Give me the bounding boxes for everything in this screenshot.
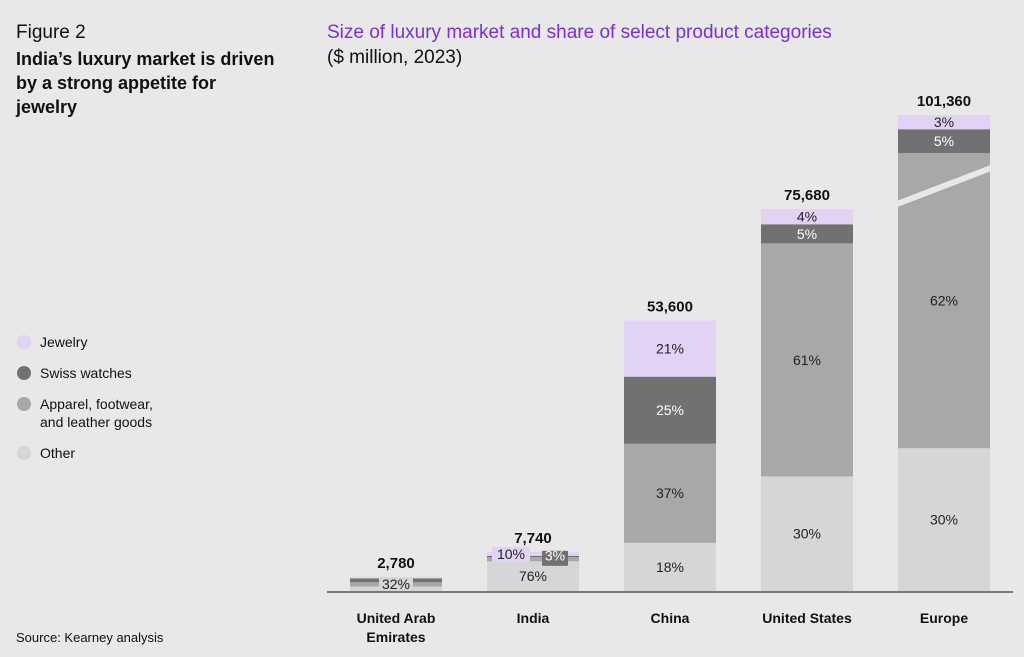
legend-item-apparel: Apparel, footwear, and leather goods [17,395,180,431]
segment-label-india-jewelry: 10% [497,546,525,562]
figure-title: India’s luxury market is driven by a str… [16,49,275,117]
segment-label-europe-apparel: 62% [930,293,958,309]
total-label-europe: 101,360 [917,93,971,110]
segment-label-united-states-apparel: 61% [793,352,821,368]
legend-label-apparel: Apparel, footwear, and leather goods [40,396,153,430]
bar-segment-china-swiss-watches [624,376,716,444]
category-label-europe: Europe [920,610,968,626]
segment-label-india-swiss-watches: 3% [545,547,565,563]
category-label-united-states: United States [762,610,852,626]
chart-title: Size of luxury market and share of selec… [327,22,832,43]
segment-label-united-states-other: 30% [793,526,821,542]
segment-label-india-other: 76% [519,568,547,584]
segment-label-bg-india-jewelry [492,546,530,562]
bar-segment-india-other [487,561,579,591]
segment-label-china-other: 18% [656,559,684,575]
bar-segment-china-apparel [624,443,716,543]
bar-segment-united-states-apparel [761,243,853,477]
segment-label-united-states-jewelry: 4% [797,209,817,225]
bar-segment-india-jewelry [487,551,579,556]
legend-item-jewelry: Jewelry [17,333,180,351]
legend-item-other: Other [17,444,180,462]
source-note: Source: Kearney analysis [16,630,164,645]
bar-segment-europe-other [898,448,990,591]
segment-label-europe-jewelry: 3% [934,114,954,130]
category-label-united-arab-emirates: United Arab [357,610,436,626]
legend-label-other: Other [40,445,76,461]
total-label-united-states: 75,680 [784,187,830,204]
bar-segment-united-states-swiss-watches [761,224,853,244]
segment-label-bg-india-swiss-watches [542,550,568,566]
bar-segment-india-apparel [487,557,579,562]
bar-segment-united-states-jewelry [761,209,853,225]
axis-break-europe [895,165,993,207]
legend-item-swiss-watches: Swiss watches [17,364,180,382]
legend-swatch-jewelry [17,335,31,349]
bar-segment-europe-jewelry [898,115,990,130]
bar-segment-europe-apparel [898,153,990,449]
segment-label-bg-uae-other [379,577,413,591]
bar-segment-europe-swiss-watches [898,129,990,154]
segment-label-europe-swiss-watches: 5% [934,133,954,149]
total-label-united-arab-emirates: 2,780 [377,555,415,572]
category-label-united-arab-emirates-line2: Emirates [366,629,425,645]
legend-label-swiss-watches: Swiss watches [40,365,132,381]
figure-label: Figure 2 [16,22,86,43]
category-label-china: China [651,610,690,626]
legend-label-jewelry: Jewelry [40,334,88,350]
legend: Jewelry Swiss watches Apparel, footwear,… [17,333,180,475]
segment-label-united-arab-emirates-other: 32% [382,576,410,592]
chart-subtitle: ($ million, 2023) [327,47,463,68]
total-label-china: 53,600 [647,298,693,315]
segment-label-china-apparel: 37% [656,485,684,501]
segment-label-europe-other: 30% [930,512,958,528]
legend-swatch-swiss-watches [17,366,31,380]
segment-label-china-jewelry: 21% [656,341,684,357]
segment-label-china-swiss-watches: 25% [656,402,684,418]
bar-segment-united-states-other [761,476,853,591]
segment-label-united-states-swiss-watches: 5% [797,226,817,242]
bar-segment-china-other [624,542,716,591]
legend-swatch-other [17,446,31,460]
legend-swatch-apparel [17,397,31,411]
total-label-india: 7,740 [514,530,552,547]
category-label-india: India [517,610,550,626]
bar-segment-china-jewelry [624,320,716,377]
bar-segment-india-swiss-watches [487,555,579,558]
